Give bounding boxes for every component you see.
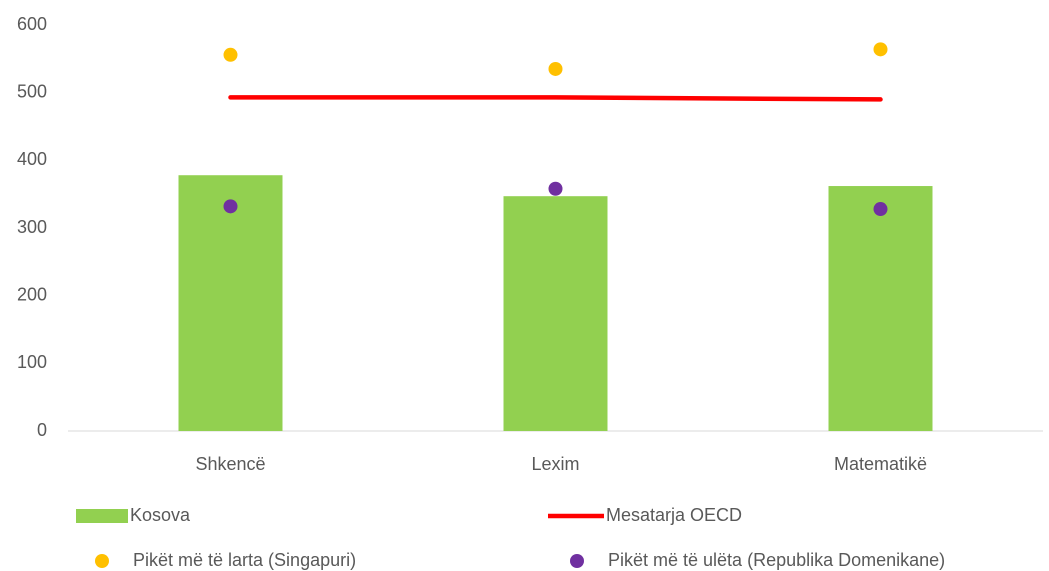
bar — [503, 196, 608, 431]
point — [223, 199, 238, 214]
legend-swatch — [95, 554, 109, 568]
y-tick-label: 0 — [37, 420, 47, 440]
legend-swatch — [570, 554, 584, 568]
legend-label: Pikët më të ulëta (Republika Domenikane) — [608, 550, 945, 570]
point — [548, 61, 563, 76]
y-tick-label: 100 — [17, 352, 47, 372]
x-tick-label: Matematikë — [834, 454, 927, 474]
legend-label: Kosova — [130, 505, 191, 525]
y-tick-label: 400 — [17, 149, 47, 169]
point — [873, 202, 888, 217]
bar — [178, 175, 283, 431]
line — [228, 95, 883, 102]
y-tick-label: 600 — [17, 14, 47, 34]
legend-label: Mesatarja OECD — [606, 505, 742, 525]
x-tick-label: Lexim — [531, 454, 579, 474]
x-tick-label: Shkencë — [195, 454, 265, 474]
legend-swatch — [76, 509, 128, 523]
point — [223, 47, 238, 62]
y-tick-label: 200 — [17, 284, 47, 304]
y-tick-label: 300 — [17, 217, 47, 237]
y-tick-label: 500 — [17, 81, 47, 101]
point — [548, 181, 563, 196]
point — [873, 42, 888, 57]
legend-label: Pikët më të larta (Singapuri) — [133, 550, 356, 570]
bar — [828, 186, 933, 431]
